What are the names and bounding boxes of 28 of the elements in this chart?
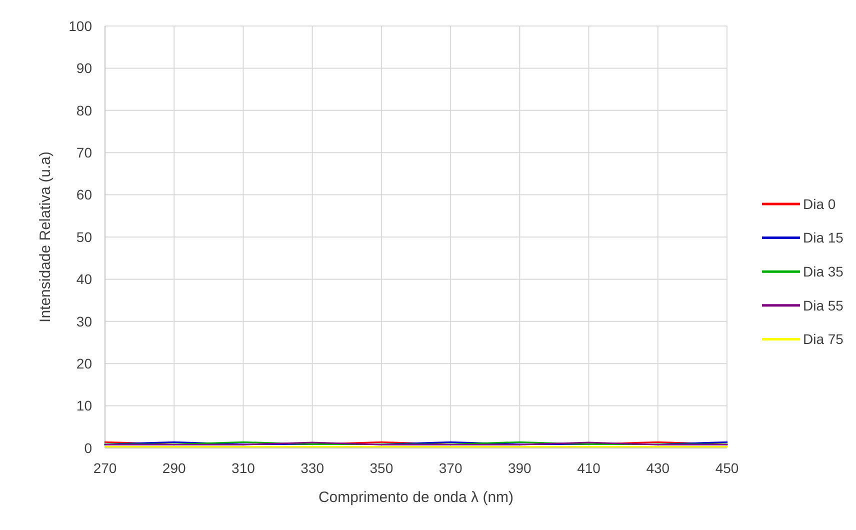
x-tick-label: 370 [438, 460, 462, 476]
x-tick-label: 430 [646, 460, 670, 476]
y-axis-title: Intensidade Relativa (u.a) [37, 152, 54, 322]
y-tick-label: 50 [76, 228, 92, 245]
y-tick-label: 100 [68, 18, 92, 34]
y-tick-label: 80 [76, 102, 92, 118]
y-tick-label: 0 [84, 440, 92, 456]
x-tick-label: 410 [577, 460, 601, 476]
x-tick-label: 310 [232, 460, 256, 476]
x-axis-title: Comprimento de onda λ (nm) [318, 489, 514, 506]
x-tick-label: 290 [162, 460, 186, 476]
x-tick-label: 350 [370, 460, 394, 476]
legend-label: Dia 35 [803, 264, 844, 280]
x-tick-label: 330 [300, 460, 324, 476]
y-tick-label: 40 [76, 271, 92, 288]
y-tick-label: 90 [76, 60, 92, 76]
x-tick-label: 390 [508, 460, 532, 476]
y-tick-label: 30 [76, 313, 92, 330]
y-tick-label: 20 [76, 356, 92, 372]
legend-label: Dia 55 [803, 297, 844, 314]
x-tick-label: 450 [715, 460, 739, 476]
legend-label: Dia 15 [803, 230, 844, 246]
y-tick-label: 10 [76, 398, 92, 414]
y-tick-label: 70 [76, 144, 92, 160]
legend-label: Dia 75 [803, 331, 844, 348]
legend-label: Dia 0 [803, 196, 836, 212]
x-tick-label: 270 [93, 460, 117, 476]
y-tick-label: 60 [76, 186, 92, 203]
